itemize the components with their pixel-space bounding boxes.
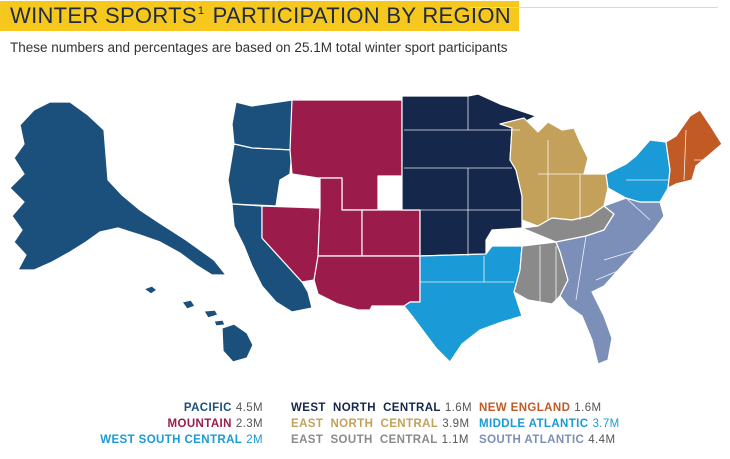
- page-title: WINTER SPORTS1 PARTICIPATION BY REGION: [10, 3, 511, 29]
- legend-value-east-south-central: 1.1M: [441, 434, 469, 446]
- region-alaska: [9, 101, 227, 276]
- legend-value-west-south-central: 2M: [246, 434, 263, 446]
- region-oregon: [227, 143, 293, 207]
- legend-label-west-north-central: WEST NORTH CENTRAL: [291, 402, 441, 414]
- legend-column-1: PACIFIC 4.5M MOUNTAIN 2.3M WEST SOUTH CENT…: [100, 400, 263, 448]
- region-west-south-central: [403, 245, 523, 363]
- legend-label-west-south-central: WEST SOUTH CENTRAL: [100, 434, 243, 446]
- region-west-north-central: [401, 93, 537, 257]
- legend-item-east-south-central: EAST SOUTH CENTRAL 1.1M: [291, 432, 472, 448]
- legend-label-new-england: NEW ENGLAND: [479, 402, 571, 414]
- title-rest: PARTICIPATION BY REGION: [206, 3, 511, 28]
- region-new-england: [665, 109, 723, 189]
- legend-value-mountain: 2.3M: [235, 418, 263, 430]
- legend-label-middle-atlantic: MIDDLE ATLANTIC: [479, 418, 589, 430]
- legend-item-pacific: PACIFIC 4.5M: [100, 400, 263, 416]
- region-washington: [231, 99, 293, 151]
- legend-item-west-south-central: WEST SOUTH CENTRAL 2M: [100, 432, 263, 448]
- region-hawaii: [143, 285, 254, 363]
- legend-label-east-north-central: EAST NORTH CENTRAL: [291, 418, 439, 430]
- legend-value-east-north-central: 3.9M: [442, 418, 470, 430]
- legend-label-south-atlantic: SOUTH ATLANTIC: [479, 434, 585, 446]
- region-montana-idaho-wyoming: [289, 99, 403, 211]
- title-banner: WINTER SPORTS1 PARTICIPATION BY REGION: [0, 1, 519, 31]
- legend-label-east-south-central: EAST SOUTH CENTRAL: [291, 434, 438, 446]
- legend-value-pacific: 4.5M: [235, 402, 263, 414]
- legend-value-west-north-central: 1.6M: [444, 402, 472, 414]
- legend-column-3: NEW ENGLAND 1.6M MIDDLE ATLANTIC 3.7M SOUT…: [479, 400, 620, 448]
- title-footnote-marker: 1: [197, 5, 205, 17]
- region-south-atlantic: [555, 197, 665, 365]
- legend-item-west-north-central: WEST NORTH CENTRAL 1.6M: [291, 400, 472, 416]
- legend-item-new-england: NEW ENGLAND 1.6M: [479, 400, 620, 416]
- legend-item-middle-atlantic: MIDDLE ATLANTIC 3.7M: [479, 416, 620, 432]
- us-region-map: [9, 93, 723, 365]
- title-divider: [470, 7, 718, 8]
- legend-label-mountain: MOUNTAIN: [167, 418, 232, 430]
- region-middle-atlantic: [605, 139, 671, 203]
- legend-value-middle-atlantic: 3.7M: [592, 418, 620, 430]
- region-east-north-central: [499, 117, 609, 227]
- legend-item-east-north-central: EAST NORTH CENTRAL 3.9M: [291, 416, 472, 432]
- title-main: WINTER SPORTS: [10, 3, 197, 28]
- legend-column-2: WEST NORTH CENTRAL 1.6M EAST NORTH CENTRA…: [291, 400, 472, 448]
- region-colorado: [361, 209, 421, 257]
- subtitle: These numbers and percentages are based …: [10, 40, 508, 55]
- region-arizona-newmexico: [313, 255, 421, 311]
- legend-value-new-england: 1.6M: [574, 402, 602, 414]
- state-borders: [404, 96, 710, 304]
- legend-item-mountain: MOUNTAIN 2.3M: [100, 416, 263, 432]
- legend-value-south-atlantic: 4.4M: [588, 434, 616, 446]
- legend-label-pacific: PACIFIC: [183, 402, 232, 414]
- legend-item-south-atlantic: SOUTH ATLANTIC 4.4M: [479, 432, 620, 448]
